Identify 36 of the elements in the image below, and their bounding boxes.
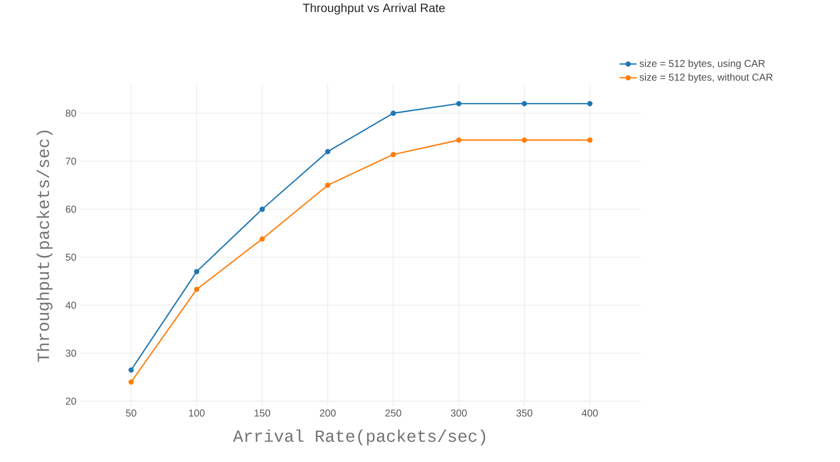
point bbox=[390, 110, 396, 116]
y-tick-label: 80 bbox=[66, 110, 76, 117]
x-tick-label: 150 bbox=[254, 410, 270, 417]
x-tick-label: 100 bbox=[189, 410, 205, 417]
x-tick-label: 50 bbox=[126, 410, 136, 417]
point bbox=[194, 286, 200, 292]
x-tick-label: 350 bbox=[516, 410, 532, 417]
point bbox=[325, 148, 330, 154]
point bbox=[128, 367, 134, 373]
point bbox=[260, 236, 265, 242]
point bbox=[587, 137, 593, 143]
point bbox=[325, 182, 330, 188]
point bbox=[456, 137, 462, 143]
y-tick-label: 40 bbox=[66, 302, 76, 309]
x-tick-label: 300 bbox=[450, 410, 467, 417]
legend-label: size = 512 bytes, without CAR bbox=[640, 73, 773, 83]
point bbox=[390, 152, 396, 158]
point bbox=[128, 379, 134, 385]
y-tick-label: 60 bbox=[66, 206, 76, 213]
y-tick-label: 30 bbox=[66, 350, 76, 357]
point bbox=[587, 100, 593, 106]
point bbox=[522, 137, 527, 143]
y-axis-title: Throughput(packets/sec) bbox=[36, 130, 52, 362]
legend-label: size = 512 bytes, using CAR bbox=[640, 60, 765, 69]
x-tick-label: 200 bbox=[320, 410, 336, 417]
point bbox=[456, 100, 462, 106]
y-tick-label: 70 bbox=[66, 158, 76, 165]
point bbox=[522, 100, 527, 106]
x-tick-label: 250 bbox=[385, 410, 402, 417]
point bbox=[260, 206, 265, 212]
chart-title: Throughput vs Arrival Rate bbox=[302, 3, 445, 15]
x-axis-title: Arrival Rate(packets/sec) bbox=[232, 429, 486, 446]
y-tick-label: 20 bbox=[66, 398, 76, 405]
x-tick-label: 400 bbox=[582, 410, 598, 417]
y-tick-label: 50 bbox=[66, 254, 76, 261]
point bbox=[194, 268, 200, 274]
